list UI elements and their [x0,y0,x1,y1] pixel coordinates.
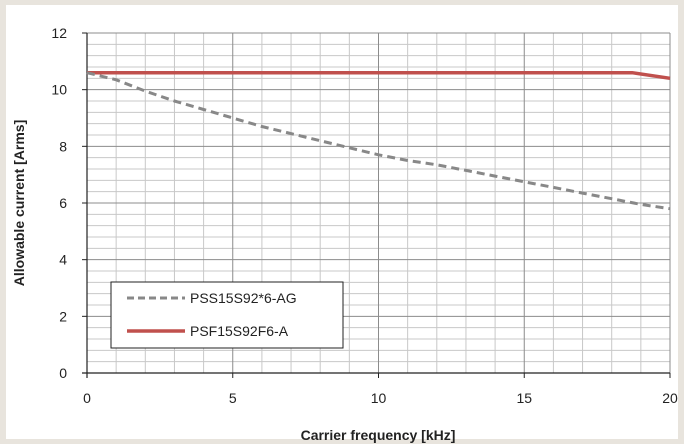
legend-label-pss: PSS15S92*6-AG [190,290,297,306]
y-tick-label: 12 [51,25,67,41]
tick-labels: 0 5 10 15 20 0 2 4 6 8 10 12 [51,25,678,406]
series-line-psf15s92 [87,70,671,81]
legend-label-psf: PSF15S92F6-A [190,323,289,339]
axes [82,32,671,378]
y-tick-label: 0 [59,365,67,381]
chart-frame [6,5,678,439]
y-axis-title: Allowable current [Arms] [11,120,27,286]
x-axis-title: Carrier frequency [kHz] [301,427,456,443]
y-tick-label: 4 [59,252,67,268]
x-tick-label: 15 [516,390,532,406]
major-gridlines [87,32,671,373]
x-tick-label: 10 [371,390,387,406]
y-tick-label: 10 [51,82,67,98]
series-line-pss15s92 [86,71,671,211]
legend: PSS15S92*6-AG PSF15S92F6-A [110,281,344,349]
series-lines [86,70,671,211]
x-tick-label: 0 [83,390,91,406]
legend-box [110,281,344,349]
x-tick-label: 20 [662,390,678,406]
y-tick-label: 2 [59,308,67,324]
y-tick-label: 6 [59,195,67,211]
x-tick-label: 5 [229,390,237,406]
y-tick-label: 8 [59,138,67,154]
